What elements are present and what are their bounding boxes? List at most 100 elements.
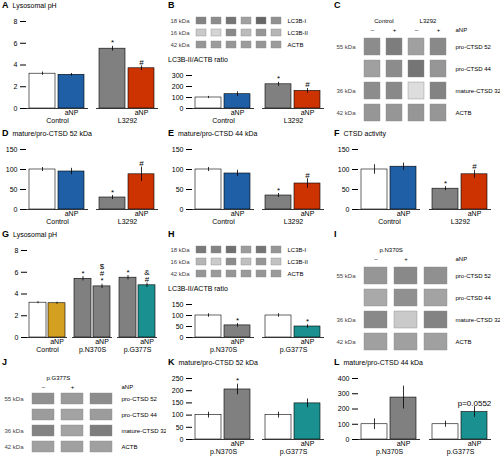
svg-text:pro-CTSD 52: pro-CTSD 52 — [456, 44, 492, 50]
svg-text:18 kDa: 18 kDa — [170, 247, 190, 253]
svg-text:aNP: aNP — [301, 210, 315, 217]
svg-text:*: * — [111, 38, 114, 47]
svg-text:42 kDa: 42 kDa — [170, 271, 190, 277]
svg-text:300: 300 — [172, 72, 184, 79]
svg-text:aNP: aNP — [456, 256, 468, 262]
svg-text:8: 8 — [14, 18, 18, 25]
svg-text:+: + — [393, 27, 397, 33]
svg-text:250: 250 — [172, 375, 184, 382]
svg-text:16 kDa: 16 kDa — [170, 30, 190, 36]
svg-text:aNP: aNP — [301, 338, 315, 345]
svg-text:Control: Control — [36, 346, 59, 353]
svg-text:aNP: aNP — [231, 210, 245, 217]
svg-text:50: 50 — [176, 323, 184, 330]
svg-text:ACTB: ACTB — [456, 339, 472, 345]
svg-text:100: 100 — [172, 312, 184, 319]
svg-text:42 kDa: 42 kDa — [336, 110, 356, 116]
svg-text:aNP: aNP — [140, 338, 154, 345]
svg-text:0: 0 — [346, 206, 350, 213]
svg-text:0: 0 — [180, 436, 184, 443]
svg-text:150: 150 — [338, 146, 350, 153]
svg-text:L3292: L3292 — [118, 218, 138, 225]
svg-text:LC3B-I: LC3B-I — [288, 247, 307, 253]
svg-text:$: $ — [100, 262, 105, 271]
svg-text:55 kDa: 55 kDa — [336, 44, 356, 50]
svg-text:L3292: L3292 — [118, 117, 138, 124]
svg-text:pro-CTSD 52: pro-CTSD 52 — [122, 396, 158, 402]
svg-text:36 kDa: 36 kDa — [336, 317, 356, 323]
svg-text:aNP: aNP — [95, 338, 109, 345]
svg-text:p.N370S: p.N370S — [79, 346, 107, 354]
svg-text:0: 0 — [14, 206, 18, 213]
svg-text:55 kDa: 55 kDa — [336, 273, 356, 279]
svg-text:p.G377S: p.G377S — [447, 448, 475, 456]
svg-text:–: – — [374, 256, 378, 262]
svg-text:0: 0 — [15, 334, 19, 341]
svg-text:aNP: aNP — [231, 440, 245, 447]
svg-text:mature-CTSD 32: mature-CTSD 32 — [122, 428, 168, 434]
svg-text:100: 100 — [6, 166, 18, 173]
svg-text:p.G377S: p.G377S — [46, 375, 70, 381]
svg-text:0: 0 — [180, 334, 184, 341]
svg-text:+: + — [404, 256, 408, 262]
svg-text:55 kDa: 55 kDa — [4, 396, 24, 402]
svg-text:ACTB: ACTB — [288, 271, 304, 277]
svg-text:aNP: aNP — [301, 440, 315, 447]
svg-text:Control: Control — [374, 18, 393, 24]
svg-text:100: 100 — [338, 166, 350, 173]
svg-text:aNP: aNP — [231, 338, 245, 345]
svg-text:150: 150 — [6, 146, 18, 153]
svg-text:42 kDa: 42 kDa — [170, 42, 190, 48]
svg-text:aNP: aNP — [468, 440, 482, 447]
svg-text:aNP: aNP — [65, 210, 79, 217]
svg-text:aNP: aNP — [301, 109, 315, 116]
svg-text:100: 100 — [172, 94, 184, 101]
svg-text:*: * — [126, 268, 129, 277]
svg-text:Control: Control — [378, 218, 401, 225]
svg-text:p=0.0552: p=0.0552 — [458, 399, 492, 408]
svg-text:16 kDa: 16 kDa — [170, 259, 190, 265]
svg-text:L3292: L3292 — [284, 117, 304, 124]
svg-text:18 kDa: 18 kDa — [170, 18, 190, 24]
svg-text:#: # — [139, 58, 144, 67]
svg-text:400: 400 — [338, 375, 350, 382]
svg-text:100: 100 — [338, 420, 350, 427]
svg-text:0: 0 — [180, 105, 184, 112]
svg-text:Control: Control — [212, 117, 235, 124]
svg-text:*: * — [111, 188, 114, 197]
svg-text:6: 6 — [14, 39, 18, 46]
svg-text:pro-CTSD 44: pro-CTSD 44 — [122, 412, 158, 418]
svg-text:LC3B-II: LC3B-II — [288, 259, 309, 265]
svg-text:LC3B-I: LC3B-I — [288, 18, 307, 24]
svg-text:p.N370S: p.N370S — [376, 448, 404, 456]
svg-text:pro-CTSD 44: pro-CTSD 44 — [456, 295, 492, 301]
svg-text:aNP: aNP — [50, 338, 64, 345]
svg-text:LC3B-II: LC3B-II — [288, 30, 309, 36]
svg-text:ACTB: ACTB — [456, 110, 472, 116]
svg-text:42 kDa: 42 kDa — [336, 339, 356, 345]
svg-text:–: – — [42, 384, 46, 390]
svg-text:2: 2 — [15, 312, 19, 319]
svg-text:p.N370S: p.N370S — [210, 448, 238, 456]
svg-text:*: * — [277, 186, 280, 195]
svg-text:#: # — [305, 80, 310, 89]
svg-text:4: 4 — [14, 61, 18, 68]
svg-text:mature-CTSD 32: mature-CTSD 32 — [456, 317, 500, 323]
svg-text:–: – — [415, 27, 419, 33]
svg-text:*: * — [236, 376, 239, 385]
svg-text:*: * — [236, 316, 239, 325]
svg-text:50: 50 — [10, 186, 18, 193]
svg-text:mature-CTSD 32: mature-CTSD 32 — [456, 88, 500, 94]
svg-text:aNP: aNP — [397, 210, 411, 217]
svg-text:#: # — [305, 171, 310, 180]
svg-text:L3292: L3292 — [284, 218, 304, 225]
svg-text:150: 150 — [172, 301, 184, 308]
svg-text:Control: Control — [212, 218, 235, 225]
svg-text:aNP: aNP — [456, 27, 468, 33]
svg-text:pro-CTSD 44: pro-CTSD 44 — [456, 66, 492, 72]
svg-text:p.G377S: p.G377S — [280, 346, 308, 354]
svg-text:300: 300 — [338, 390, 350, 397]
svg-text:L3292: L3292 — [451, 218, 471, 225]
svg-text:+: + — [71, 384, 75, 390]
svg-text:0: 0 — [346, 436, 350, 443]
